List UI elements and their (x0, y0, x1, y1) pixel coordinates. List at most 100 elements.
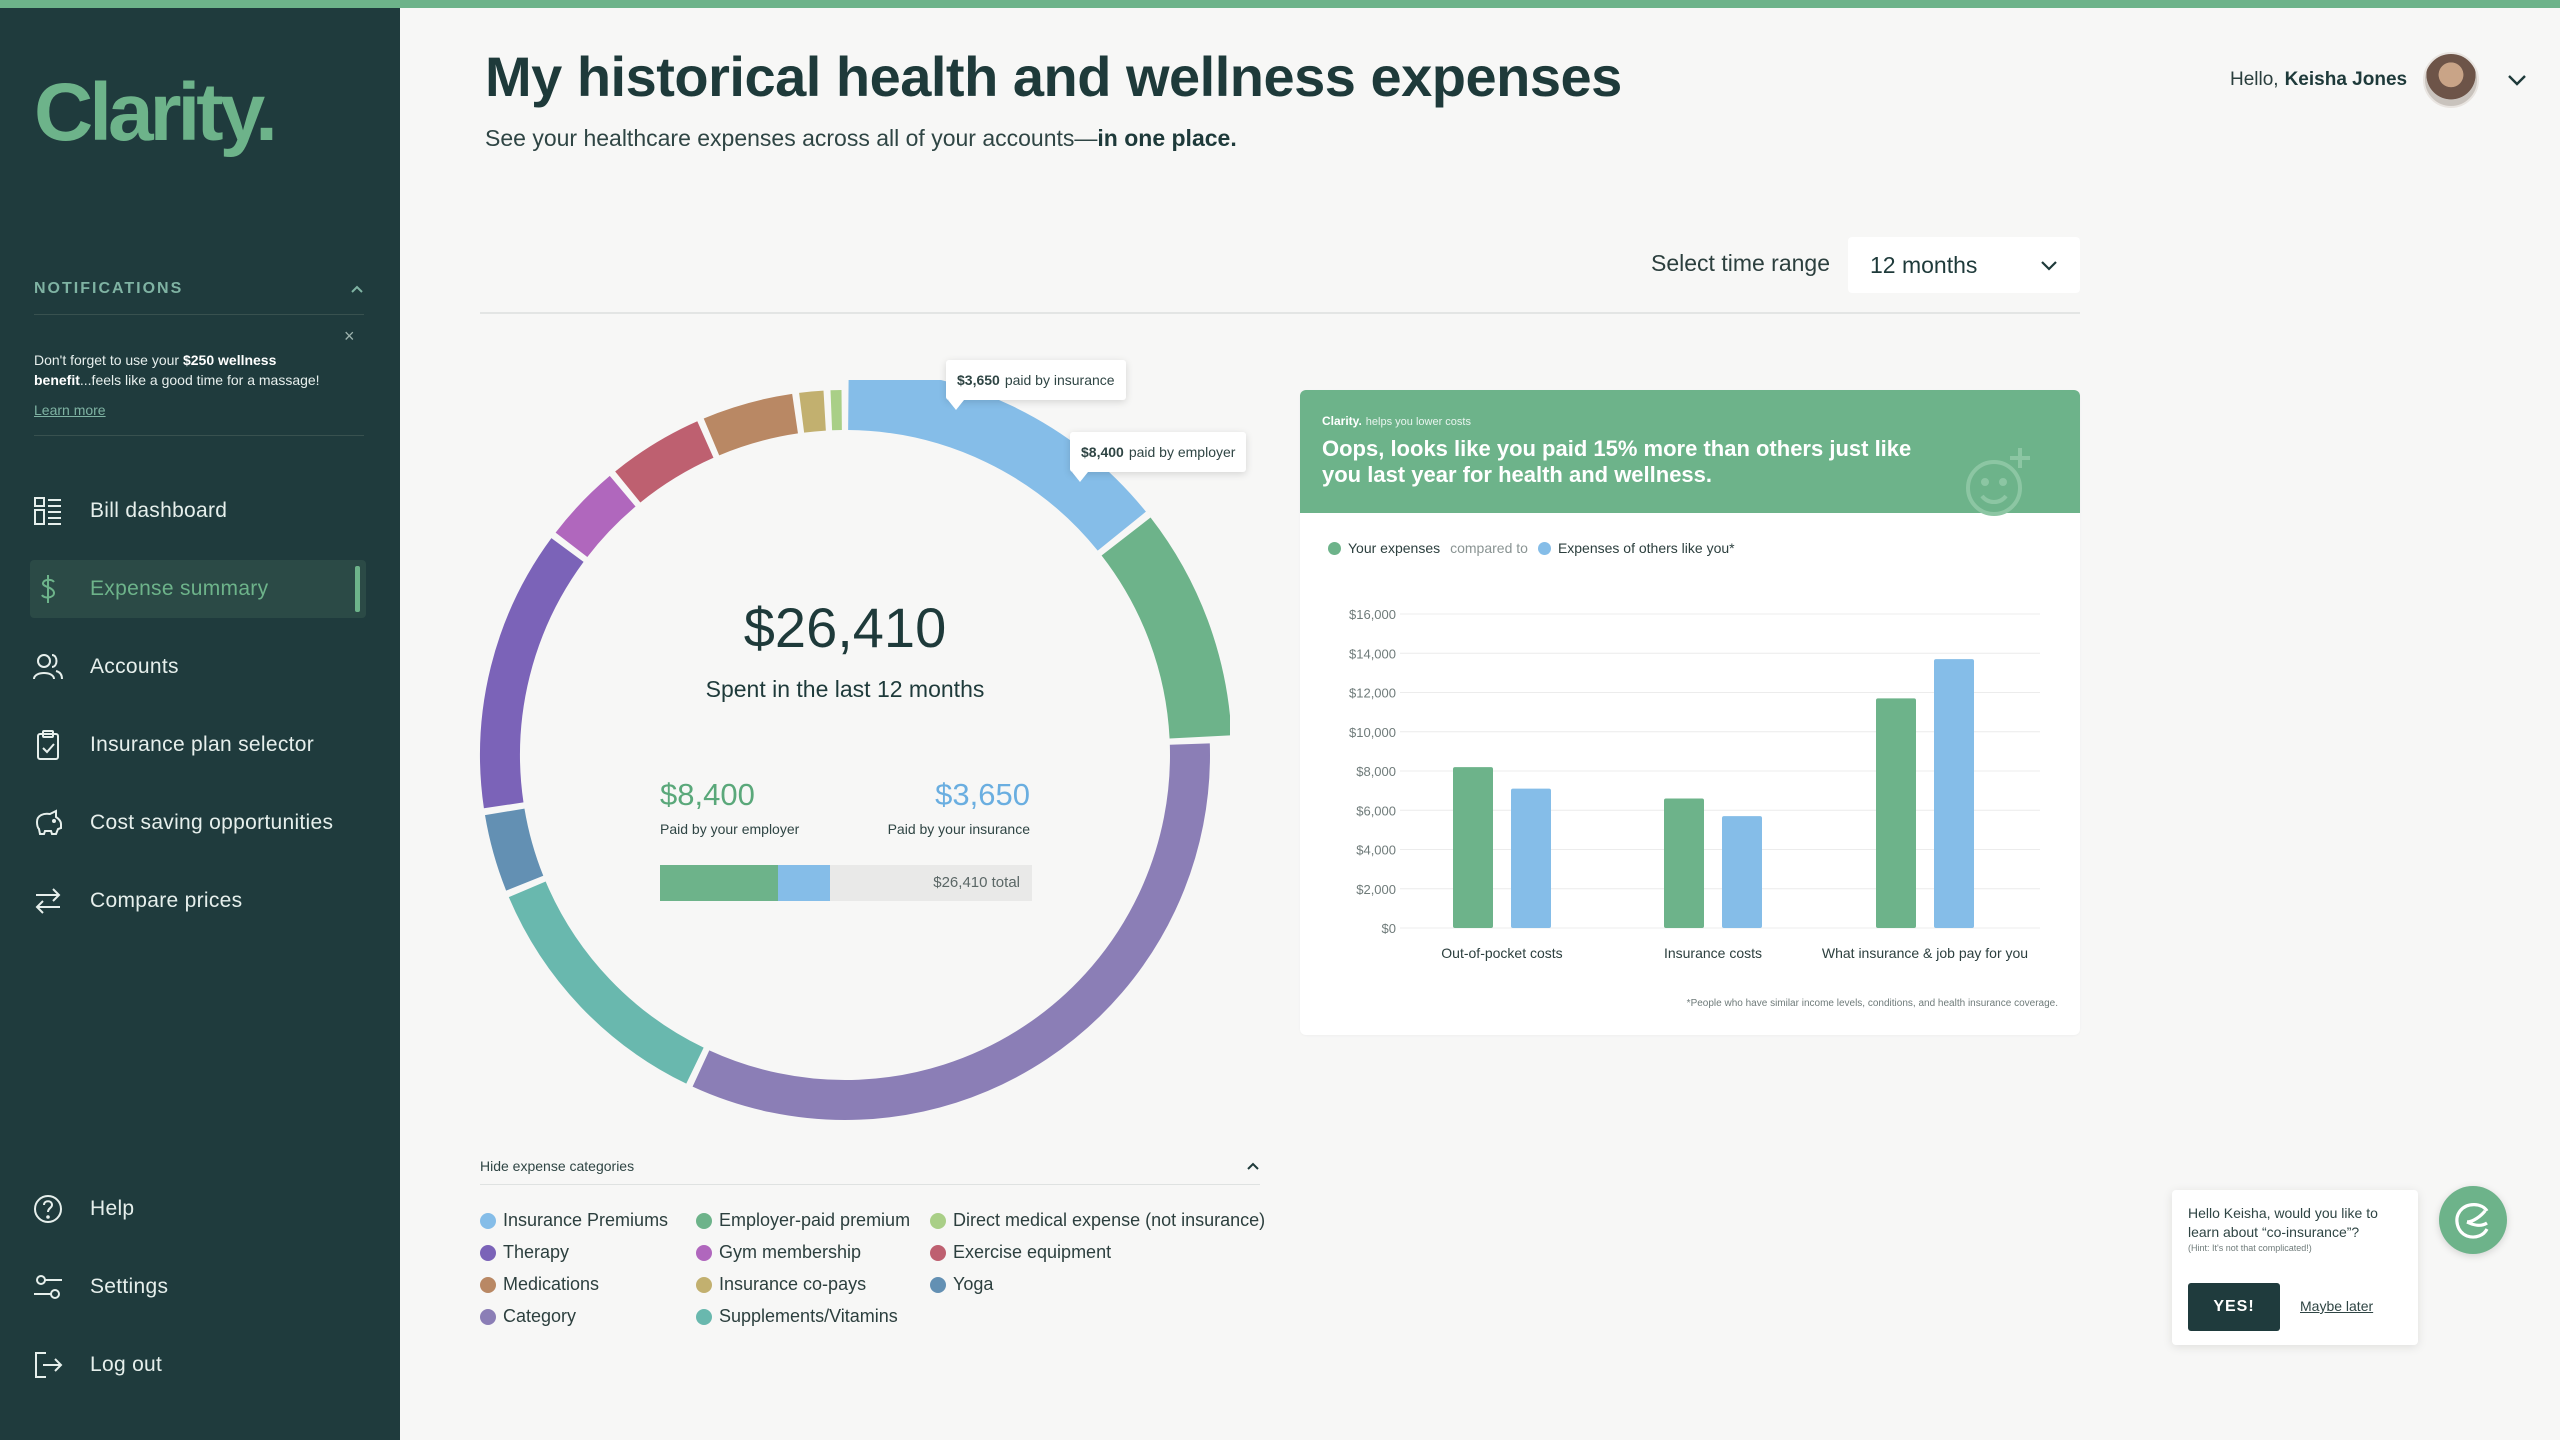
category-swatch (930, 1276, 946, 1293)
x-category-label: Out-of-pocket costs (1441, 945, 1562, 961)
category-toggle[interactable]: Hide expense categories (480, 1158, 1260, 1174)
tooltip-text: paid by insurance (1004, 372, 1115, 388)
top-accent-bar (0, 0, 2560, 8)
employer-fill (660, 865, 779, 901)
donut-segment-therapy[interactable] (480, 538, 584, 809)
y-tick-label: $12,000 (1349, 686, 1396, 701)
avatar[interactable] (2423, 52, 2480, 108)
donut-segment-supplements-vitamins[interactable] (508, 881, 704, 1084)
category-label: Insurance Premiums (503, 1210, 669, 1230)
category-item: Yoga (930, 1274, 993, 1295)
y-tick-label: $14,000 (1349, 646, 1396, 661)
category-item: Therapy (480, 1242, 569, 1263)
swap-arrows-icon (30, 883, 66, 919)
donut-segment-insurance-co-pays[interactable] (799, 390, 827, 433)
notification-text-end: ...feels like a good time for a massage! (79, 372, 320, 388)
dollar-icon (30, 571, 66, 607)
bar-yours[interactable] (1664, 798, 1704, 928)
donut-segment-yoga[interactable] (484, 808, 544, 891)
yes-button[interactable]: YES! (2188, 1283, 2280, 1331)
bar-yours[interactable] (1453, 767, 1493, 928)
category-label: Insurance co-pays (719, 1274, 867, 1294)
tooltip-value: $3,650 (957, 372, 1000, 388)
help-icon (30, 1191, 66, 1227)
nav-log-out[interactable]: Log out (30, 1336, 366, 1394)
donut-segment-employer-paid-premium[interactable] (1101, 517, 1230, 739)
greeting: Hello, (2230, 69, 2279, 90)
insurance-label: Paid by your insurance (887, 821, 1030, 837)
bar-yours[interactable] (1876, 698, 1916, 928)
y-tick-label: $6,000 (1356, 803, 1396, 818)
y-tick-label: $8,000 (1356, 764, 1396, 779)
divider (480, 312, 2080, 314)
nav-label: Accounts (90, 655, 179, 678)
chevron-up-icon[interactable] (350, 284, 364, 294)
nav-label: Cost saving opportunities (90, 811, 334, 834)
nav-expense-summary[interactable]: Expense summary (30, 560, 366, 618)
category-swatch (480, 1212, 496, 1229)
category-item: Medications (480, 1274, 599, 1295)
spend-breakdown-bar: $26,410 total (660, 865, 1032, 901)
app-logo[interactable]: Clarity. (34, 67, 278, 158)
category-item: Direct medical expense (not insurance) (930, 1210, 1265, 1231)
donut-segment-medications[interactable] (703, 393, 799, 456)
chart-footnote: *People who have similar income levels, … (1686, 998, 2058, 1009)
chat-message: Hello Keisha, would you like to learn ab… (2188, 1205, 2378, 1240)
nav-accounts[interactable]: Accounts (30, 638, 366, 696)
nav-cost-saving-opportunities[interactable]: Cost saving opportunities (30, 794, 366, 852)
learn-more-link[interactable]: Learn more (34, 402, 106, 418)
y-tick-label: $4,000 (1356, 843, 1396, 858)
category-swatch (930, 1212, 946, 1229)
bar-others[interactable] (1722, 816, 1762, 928)
donut-segment-gym-membership[interactable] (555, 475, 636, 558)
nav-compare-prices[interactable]: Compare prices (30, 872, 366, 930)
category-swatch (696, 1276, 712, 1293)
bar-others[interactable] (1934, 659, 1974, 928)
donut-segment-insurance-premiums[interactable] (847, 380, 1146, 551)
bar-others[interactable] (1511, 788, 1551, 928)
chat-prompt: Hello Keisha, would you like to learn ab… (2172, 1190, 2418, 1345)
category-item: Exercise equipment (930, 1242, 1111, 1263)
close-icon[interactable]: × (344, 326, 355, 346)
category-label: Supplements/Vitamins (719, 1306, 898, 1326)
y-tick-label: $10,000 (1349, 725, 1396, 740)
category-label: Exercise equipment (953, 1242, 1112, 1262)
tooltip-value: $8,400 (1081, 444, 1124, 460)
insurance-fill (778, 865, 830, 901)
category-item: Gym membership (696, 1242, 861, 1263)
tooltip-text: paid by employer (1128, 444, 1236, 460)
divider (34, 435, 364, 436)
chevron-down-icon[interactable] (2507, 74, 2527, 86)
users-icon (30, 649, 66, 685)
user-menu[interactable]: Hello, Keisha Jones (2230, 52, 2527, 108)
chevron-up-icon[interactable] (1246, 1161, 1260, 1171)
nav-help[interactable]: Help (30, 1180, 366, 1238)
notifications-header[interactable]: NOTIFICATIONS (34, 280, 364, 298)
nav-insurance-plan-selector[interactable]: Insurance plan selector (30, 716, 366, 774)
nav-bill-dashboard[interactable]: Bill dashboard (30, 482, 366, 540)
category-swatch (696, 1308, 712, 1325)
donut-segment-exercise-equipment[interactable] (615, 421, 714, 503)
category-swatch (930, 1244, 946, 1261)
category-swatch (696, 1212, 712, 1229)
notifications-heading: NOTIFICATIONS (34, 280, 184, 297)
category-item: Supplements/Vitamins (696, 1306, 898, 1327)
page-subtitle: See your healthcare expenses across all … (485, 125, 1237, 152)
nav-settings[interactable]: Settings (30, 1258, 366, 1316)
donut-segment-category[interactable] (692, 743, 1210, 1120)
nav-label: Insurance plan selector (90, 733, 315, 756)
category-swatch (480, 1308, 496, 1325)
time-range-select[interactable]: 12 months (1848, 237, 2080, 293)
maybe-later-link[interactable]: Maybe later (2300, 1298, 2374, 1314)
category-label: Medications (503, 1274, 600, 1294)
employer-amount: $8,400 (660, 777, 755, 812)
nav-label: Help (90, 1197, 135, 1220)
comparison-bar-chart: $0 $2,000 $4,000 $6,000 $8,000 $10,000 $12,000… (1349, 607, 2040, 961)
total-label: Spent in the last 12 months (705, 676, 985, 702)
legend-swatch-yours (1328, 541, 1341, 555)
chat-assistant-icon[interactable] (2439, 1186, 2507, 1254)
category-swatch (480, 1276, 496, 1293)
y-tick-label: $16,000 (1349, 607, 1396, 622)
card-brand-logo: Clarity. (1322, 414, 1362, 428)
x-category-label: What insurance & job pay for you (1822, 945, 2028, 961)
